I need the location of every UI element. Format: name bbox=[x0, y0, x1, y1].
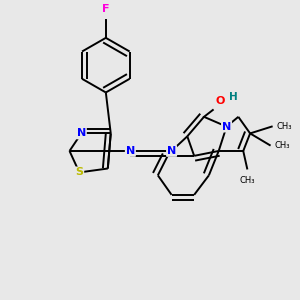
Text: O: O bbox=[216, 96, 225, 106]
Text: N: N bbox=[77, 128, 86, 138]
Text: N: N bbox=[126, 146, 135, 156]
Text: CH₃: CH₃ bbox=[277, 122, 292, 131]
Text: F: F bbox=[102, 4, 110, 14]
Text: CH₃: CH₃ bbox=[274, 141, 290, 150]
Text: S: S bbox=[75, 167, 83, 177]
Text: N: N bbox=[167, 146, 176, 156]
Text: N: N bbox=[222, 122, 231, 132]
Text: H: H bbox=[229, 92, 238, 102]
Text: CH₃: CH₃ bbox=[239, 176, 255, 185]
